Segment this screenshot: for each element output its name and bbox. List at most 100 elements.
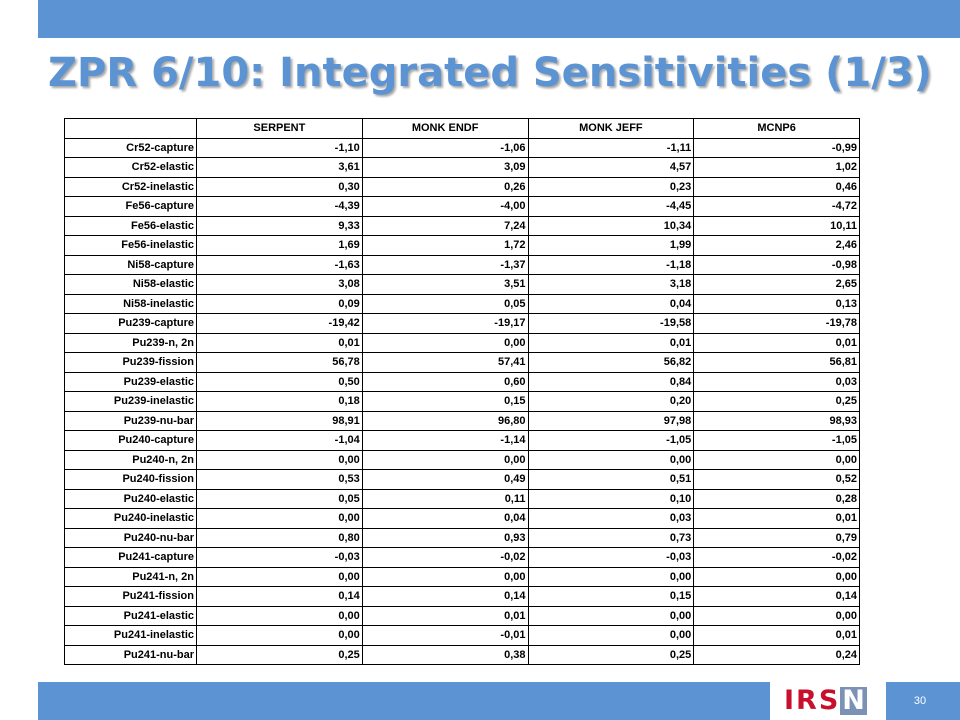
monk-jeff-value-cell: 1,99 (527, 235, 695, 256)
serpent-value-cell: 0,05 (196, 488, 363, 509)
monk-endf-value-cell: 0,04 (361, 508, 529, 529)
row-label-cell: Pu241-elastic (64, 605, 197, 626)
table-row: Pu241-fission 0,14 0,14 0,15 0,14 (64, 586, 860, 607)
serpent-value-cell: 0,00 (196, 508, 363, 529)
serpent-value-cell: -0,03 (196, 547, 363, 568)
page-number: 30 (913, 695, 927, 707)
serpent-value-cell: 0,80 (196, 527, 363, 548)
table-row: Pu239-elastic 0,50 0,60 0,84 0,03 (64, 371, 860, 392)
monk-endf-value-cell: -1,14 (361, 430, 529, 451)
table-row: Pu240-inelastic 0,00 0,04 0,03 0,01 (64, 508, 860, 529)
monk-endf-value-cell: 3,09 (361, 157, 529, 178)
row-label-cell: Pu241-inelastic (64, 625, 197, 646)
monk-jeff-value-cell: -1,05 (527, 430, 695, 451)
row-label-cell: Pu241-capture (64, 547, 197, 568)
monk-jeff-value-cell: 0,51 (527, 469, 695, 490)
mcnp6-value-cell: 10,11 (693, 215, 860, 236)
monk-jeff-value-cell: 0,00 (527, 625, 695, 646)
table-row: Pu240-nu-bar 0,80 0,93 0,73 0,79 (64, 527, 860, 548)
row-label-cell: Fe56-elastic (64, 215, 197, 236)
monk-endf-value-cell: 1,72 (361, 235, 529, 256)
serpent-value-cell: 0,30 (196, 176, 363, 197)
row-label-cell: Ni58-inelastic (64, 293, 197, 314)
serpent-value-cell: 3,61 (196, 157, 363, 178)
sensitivity-table: SERPENT MONK ENDF MONK JEFF MCNP6 Cr52-c… (64, 118, 860, 665)
monk-endf-value-cell: 7,24 (361, 215, 529, 236)
logo-text-main: IRS (784, 685, 841, 716)
logo-text-last: N (840, 685, 867, 716)
monk-jeff-value-cell: 0,15 (527, 586, 695, 607)
monk-endf-value-cell: 96,80 (361, 410, 529, 431)
mcnp6-value-cell: 0,00 (693, 449, 860, 470)
monk-jeff-value-cell: 10,34 (527, 215, 695, 236)
serpent-value-cell: 0,53 (196, 469, 363, 490)
monk-jeff-value-cell: 0,20 (527, 391, 695, 412)
monk-endf-value-cell: -0,02 (361, 547, 529, 568)
monk-jeff-value-cell: -1,18 (527, 254, 695, 275)
table-row: Pu239-capture -19,42 -19,17 -19,58 -19,78 (64, 313, 860, 334)
table-row: Pu241-inelastic 0,00 -0,01 0,00 0,01 (64, 625, 860, 646)
row-label-cell: Pu241-fission (64, 586, 197, 607)
table-row: Pu239-n, 2n 0,01 0,00 0,01 0,01 (64, 332, 860, 353)
serpent-value-cell: 1,69 (196, 235, 363, 256)
row-label-cell: Pu239-nu-bar (64, 410, 197, 431)
mcnp6-value-cell: 0,03 (693, 371, 860, 392)
monk-jeff-value-cell: 0,01 (527, 332, 695, 353)
row-label-cell: Pu240-capture (64, 430, 197, 451)
table-row: Pu240-elastic 0,05 0,11 0,10 0,28 (64, 488, 860, 509)
monk-endf-value-cell: -1,37 (361, 254, 529, 275)
table-header-row: SERPENT MONK ENDF MONK JEFF MCNP6 (64, 118, 860, 139)
monk-endf-value-cell: 3,51 (361, 274, 529, 295)
row-label-cell: Pu239-n, 2n (64, 332, 197, 353)
serpent-value-cell: -1,63 (196, 254, 363, 275)
row-label-cell: Pu239-capture (64, 313, 197, 334)
monk-endf-value-cell: 0,49 (361, 469, 529, 490)
serpent-value-cell: 0,18 (196, 391, 363, 412)
row-label-cell: Pu240-n, 2n (64, 449, 197, 470)
monk-endf-value-cell: -4,00 (361, 196, 529, 217)
mcnp6-value-cell: 0,25 (693, 391, 860, 412)
irsn-logo: IRSN (784, 683, 867, 719)
monk-jeff-value-cell: 0,10 (527, 488, 695, 509)
serpent-value-cell: 0,00 (196, 449, 363, 470)
monk-jeff-value-cell: 0,04 (527, 293, 695, 314)
row-label-cell: Cr52-capture (64, 137, 197, 158)
serpent-value-cell: -19,42 (196, 313, 363, 334)
table-row: Fe56-inelastic 1,69 1,72 1,99 2,46 (64, 235, 860, 256)
serpent-value-cell: -1,10 (196, 137, 363, 158)
serpent-value-cell: 56,78 (196, 352, 363, 373)
row-label-cell: Pu239-fission (64, 352, 197, 373)
row-label-cell: Pu241-n, 2n (64, 566, 197, 587)
table-row: Ni58-capture -1,63 -1,37 -1,18 -0,98 (64, 254, 860, 275)
serpent-value-cell: -4,39 (196, 196, 363, 217)
table-row: Pu239-fission 56,78 57,41 56,82 56,81 (64, 352, 860, 373)
serpent-value-cell: 0,01 (196, 332, 363, 353)
monk-jeff-value-cell: 0,84 (527, 371, 695, 392)
table-body: Cr52-capture -1,10 -1,06 -1,11 -0,99 Cr52-ela… (64, 137, 860, 665)
monk-jeff-value-cell: 4,57 (527, 157, 695, 178)
table-row: Pu240-capture -1,04 -1,14 -1,05 -1,05 (64, 430, 860, 451)
mcnp6-value-cell: 0,00 (693, 566, 860, 587)
monk-endf-value-cell: 0,38 (361, 644, 529, 665)
monk-endf-value-cell: -0,01 (361, 625, 529, 646)
serpent-value-cell: 98,91 (196, 410, 363, 431)
monk-jeff-value-cell: 3,18 (527, 274, 695, 295)
table-row: Cr52-capture -1,10 -1,06 -1,11 -0,99 (64, 137, 860, 158)
mcnp6-value-cell: 0,01 (693, 332, 860, 353)
mcnp6-value-cell: 0,00 (693, 605, 860, 626)
monk-endf-value-cell: 0,00 (361, 566, 529, 587)
row-label-cell: Pu240-nu-bar (64, 527, 197, 548)
mcnp6-value-cell: 0,28 (693, 488, 860, 509)
mcnp6-value-cell: 0,01 (693, 508, 860, 529)
monk-jeff-value-cell: -19,58 (527, 313, 695, 334)
table-row: Pu241-n, 2n 0,00 0,00 0,00 0,00 (64, 566, 860, 587)
monk-endf-value-cell: 0,60 (361, 371, 529, 392)
table-row: Fe56-capture -4,39 -4,00 -4,45 -4,72 (64, 196, 860, 217)
monk-jeff-value-cell: 0,00 (527, 605, 695, 626)
mcnp6-value-cell: -0,02 (693, 547, 860, 568)
mcnp6-value-cell: -4,72 (693, 196, 860, 217)
row-label-cell: Fe56-inelastic (64, 235, 197, 256)
monk-jeff-value-cell: 0,00 (527, 566, 695, 587)
row-label-cell: Cr52-elastic (64, 157, 197, 178)
row-label-cell: Pu239-inelastic (64, 391, 197, 412)
